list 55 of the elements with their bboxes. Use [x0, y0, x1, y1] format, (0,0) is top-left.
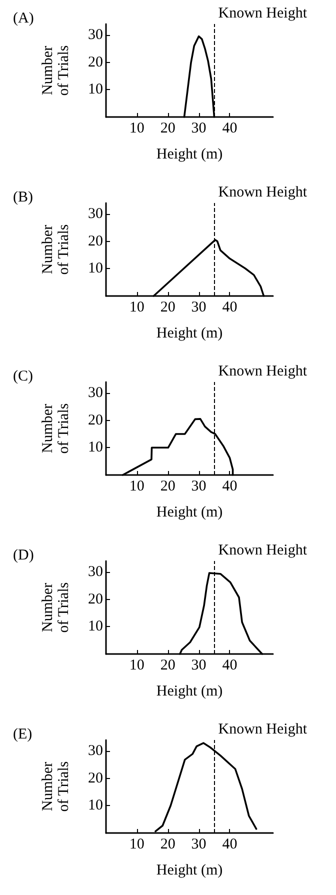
y-tick-label: 10 [88, 440, 103, 456]
x-tick-label: 20 [160, 300, 176, 316]
x-tick-label: 30 [191, 300, 206, 316]
x-tick-label: 40 [222, 658, 238, 674]
x-tick-label: 30 [191, 120, 206, 136]
y-tick-label: 20 [88, 233, 103, 250]
y-tick-label: 30 [88, 206, 103, 222]
ref-line-label: Known Height [218, 722, 308, 738]
chart-title: (C) [13, 368, 33, 384]
x-tick-label: 10 [129, 120, 144, 136]
x-tick-label: 30 [191, 478, 206, 494]
y-tick-label: 30 [88, 26, 103, 43]
y-axis-title: Number of Trials [40, 403, 72, 454]
y-tick-label: 10 [88, 82, 103, 98]
x-tick-label: 40 [222, 120, 238, 136]
y-axis-title: Number of Trials [40, 224, 72, 275]
ref-line-label: Known Height [218, 184, 308, 200]
x-axis-title: Height (m) [156, 326, 223, 342]
x-tick-label: 40 [222, 300, 238, 316]
x-axis-title: Height (m) [156, 146, 223, 162]
x-tick-label: 10 [129, 658, 144, 674]
y-axis-title: Number of Trials [40, 45, 72, 96]
x-tick-label: 20 [160, 836, 176, 852]
x-tick-label: 20 [160, 478, 176, 494]
x-tick-label: 20 [160, 658, 176, 674]
y-tick-label: 30 [88, 742, 103, 759]
chart-title: (E) [13, 726, 32, 742]
x-tick-label: 10 [129, 478, 144, 494]
x-tick-label: 10 [129, 300, 144, 316]
x-tick-label: 30 [191, 658, 206, 674]
y-tick-label: 30 [88, 384, 103, 401]
x-axis-title: Height (m) [156, 862, 223, 878]
x-tick-label: 30 [191, 836, 206, 852]
y-tick-label: 10 [88, 618, 103, 635]
x-axis-title: Height (m) [156, 684, 223, 700]
x-axis-title: Height (m) [156, 504, 223, 520]
y-tick-label: 20 [88, 770, 103, 786]
x-tick-label: 20 [160, 120, 176, 136]
chart-title: (D) [13, 548, 34, 564]
ref-line-label: Known Height [218, 364, 308, 380]
y-tick-label: 20 [88, 412, 103, 428]
y-tick-label: 20 [88, 591, 103, 608]
y-axis-title: Number of Trials [40, 761, 72, 812]
y-tick-label: 30 [88, 564, 103, 580]
y-axis-title: Number of Trials [40, 582, 72, 633]
y-tick-label: 20 [88, 54, 103, 70]
x-tick-label: 40 [222, 478, 238, 494]
x-tick-label: 40 [222, 836, 238, 852]
ref-line-label: Known Height [218, 6, 308, 22]
y-tick-label: 10 [88, 798, 103, 814]
x-tick-label: 10 [129, 836, 144, 852]
ref-line-label: Known Height [218, 542, 308, 558]
y-tick-label: 10 [88, 260, 103, 277]
chart-title: (B) [13, 190, 33, 206]
chart-title: (A) [13, 10, 34, 26]
